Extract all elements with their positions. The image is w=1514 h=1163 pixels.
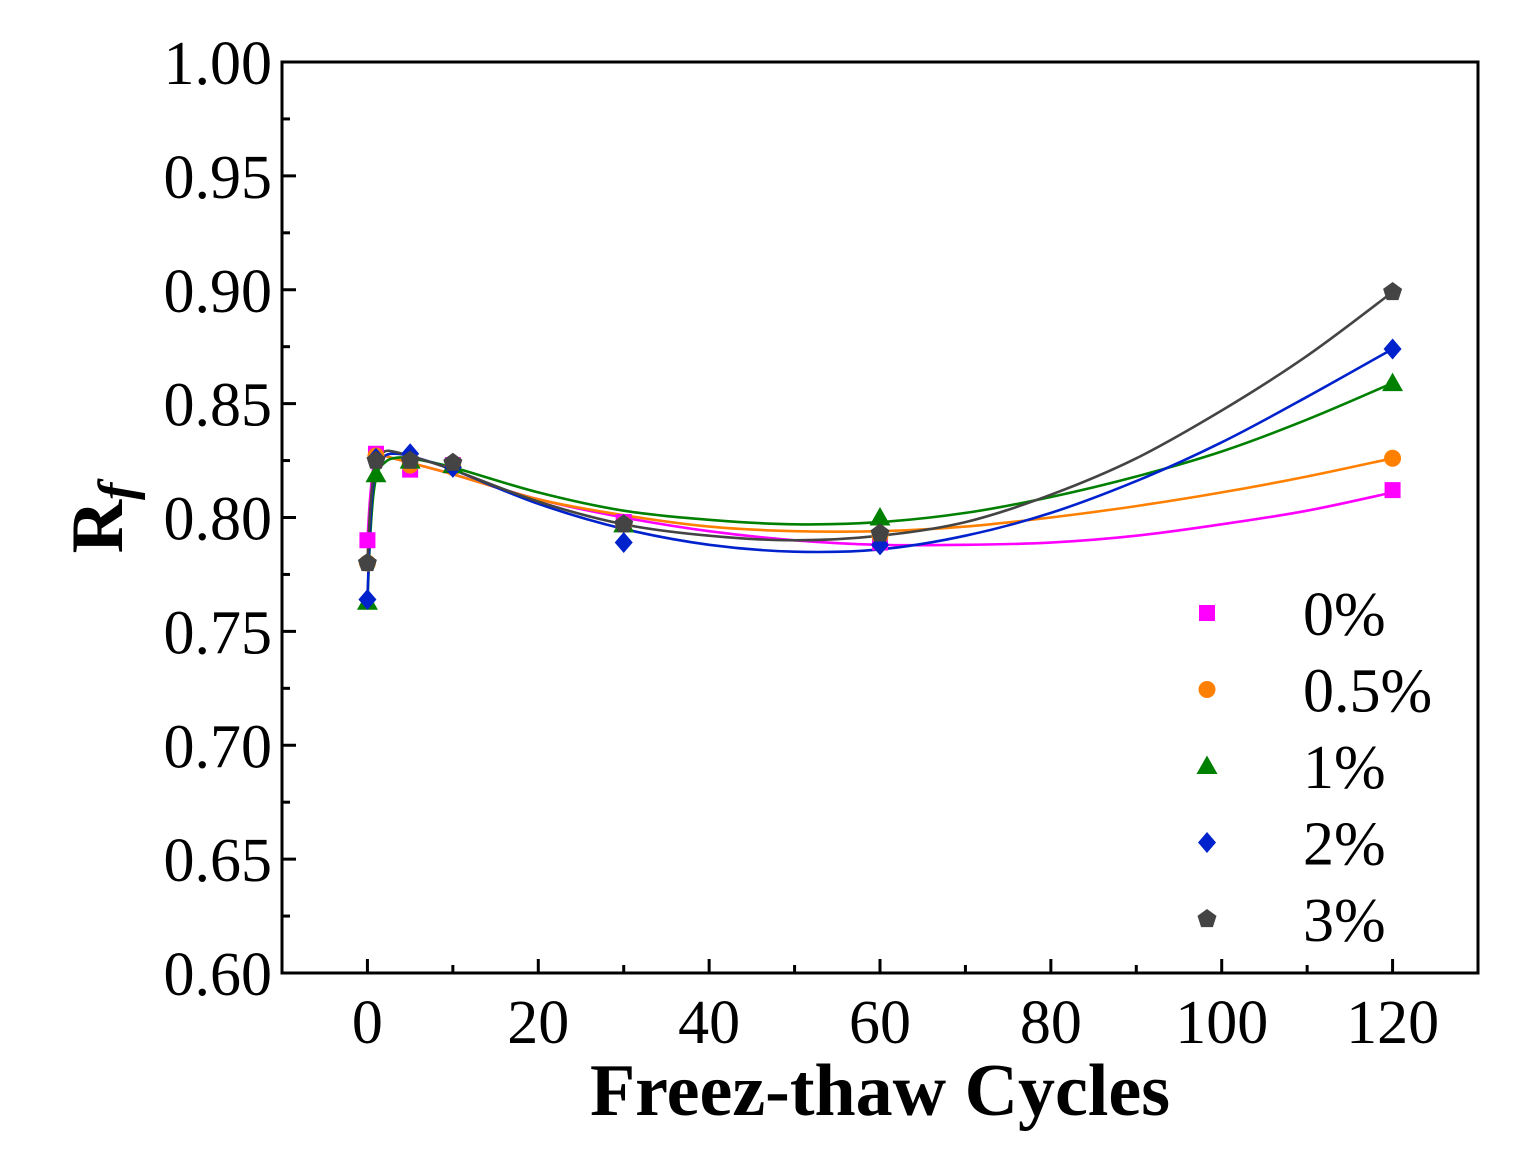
data-point-s0-p6 (1384, 482, 1401, 499)
y-tick-label: 0.70 (164, 713, 273, 781)
fit-curve-3 (366, 347, 1394, 600)
y-tick-label: 0.80 (164, 486, 273, 554)
data-markers (356, 282, 1404, 610)
legend-marker-0 (1199, 605, 1215, 621)
x-tick-label: 100 (1175, 989, 1268, 1057)
y-tick-label: 0.60 (164, 941, 273, 1009)
y-tick-label: 0.95 (164, 144, 273, 212)
tick-labels: 0 20 40 60 80 100 120 0.60 0.65 0.70 0.75 0.80 0.85 0… (164, 30, 1440, 1057)
legend-marker-1 (1198, 681, 1216, 698)
y-tick-label: 1.00 (164, 30, 273, 98)
x-axis-title: Freez-thaw Cycles (590, 1050, 1170, 1132)
legend-marker-4 (1197, 909, 1217, 928)
fit-curve-2 (366, 381, 1394, 602)
y-tick-label: 0.75 (164, 599, 273, 667)
data-point-s3-p4 (614, 532, 633, 554)
data-point-s2-p5 (869, 507, 891, 526)
x-tick-label: 20 (507, 989, 569, 1057)
data-point-s4-p5 (870, 523, 890, 542)
legend-label-3: 2% (1303, 811, 1386, 879)
y-axis-title-subscript: f (89, 478, 146, 500)
y-tick-label: 0.85 (164, 372, 273, 440)
data-point-s4-p1 (366, 450, 386, 469)
x-tick-label: 40 (678, 989, 740, 1057)
data-point-s4-p0 (357, 553, 377, 572)
legend: 0% 0.5% 1% 2% 3% (1196, 581, 1432, 955)
data-point-s4-p6 (1383, 282, 1403, 301)
legend-label-4: 3% (1303, 887, 1386, 955)
legend-label-0: 0% (1303, 581, 1386, 649)
y-axis-title: Rf (57, 478, 146, 553)
data-point-s3-p6 (1383, 338, 1402, 360)
data-point-s1-p6 (1384, 449, 1402, 467)
x-tick-label: 80 (1020, 989, 1082, 1057)
y-axis-title-main: R (57, 498, 139, 553)
data-point-s2-p1 (365, 463, 387, 483)
y-tick-label: 0.65 (164, 827, 273, 895)
x-tick-label: 120 (1346, 989, 1439, 1057)
x-tick-label: 60 (849, 989, 911, 1057)
legend-marker-2 (1196, 755, 1218, 774)
data-point-s4-p4 (614, 514, 634, 533)
axis-ticks (282, 60, 1395, 975)
data-point-s4-p2 (400, 450, 420, 469)
legend-marker-3 (1198, 832, 1216, 853)
x-tick-label: 0 (352, 989, 383, 1057)
data-point-s4-p3 (443, 452, 463, 471)
data-point-s2-p6 (1382, 372, 1404, 392)
data-point-s0-p0 (359, 532, 376, 549)
legend-label-2: 1% (1303, 734, 1386, 802)
y-tick-label: 0.90 (164, 258, 273, 326)
legend-label-1: 0.5% (1303, 658, 1432, 726)
data-point-s3-p0 (358, 588, 377, 610)
